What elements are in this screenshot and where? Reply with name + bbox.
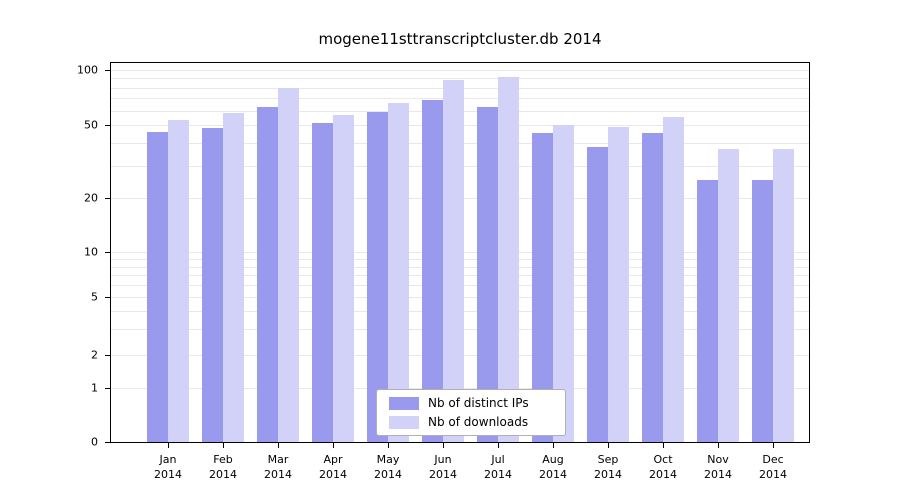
y-tick-label-1: 1 — [91, 381, 98, 395]
x-tick-label-feb: Feb 2014 — [209, 453, 237, 481]
y-tick-label-100: 100 — [77, 63, 98, 77]
y-tick-label-20: 20 — [84, 191, 98, 205]
plot-area — [110, 62, 810, 443]
x-tick-label-apr: Apr 2014 — [319, 453, 347, 481]
bar-downloads-may — [388, 103, 409, 442]
x-axis: Jan 2014 Feb 2014 Mar 2014 Apr 2014 May 2014 Jun 20… — [110, 443, 810, 493]
bar-downloads-mar — [278, 87, 299, 442]
y-tick-mark — [105, 252, 111, 253]
x-tick-label-jul: Jul 2014 — [484, 453, 512, 481]
y-tick-mark — [105, 297, 111, 298]
bar-downloads-nov — [718, 149, 739, 442]
x-tick-mark — [608, 443, 609, 448]
legend-label-downloads: Nb of downloads — [428, 415, 529, 429]
x-tick-label-sep: Sep 2014 — [594, 453, 622, 481]
bar-distinct-ips-jan — [147, 131, 168, 442]
bar-distinct-ips-mar — [257, 106, 278, 442]
y-tick-label-2: 2 — [91, 348, 98, 362]
bar-downloads-jul — [498, 76, 519, 442]
bar-downloads-jan — [168, 120, 189, 442]
legend-swatch-distinct-ips — [389, 396, 419, 410]
bar-distinct-ips-aug — [532, 133, 553, 442]
bar-downloads-jun — [443, 80, 464, 442]
bar-distinct-ips-jul — [477, 106, 498, 442]
bar-downloads-dec — [773, 149, 794, 442]
x-tick-label-jan: Jan 2014 — [154, 453, 182, 481]
bar-downloads-sep — [608, 126, 629, 442]
y-tick-label-10: 10 — [84, 245, 98, 259]
x-tick-mark — [333, 443, 334, 448]
y-tick-label-50: 50 — [84, 118, 98, 132]
x-tick-mark — [443, 443, 444, 448]
bar-distinct-ips-sep — [587, 146, 608, 442]
x-tick-mark — [388, 443, 389, 448]
bar-distinct-ips-oct — [642, 133, 663, 442]
x-tick-mark — [168, 443, 169, 448]
x-tick-mark — [498, 443, 499, 448]
legend-entry-distinct-ips: Nb of distinct IPs — [389, 396, 553, 410]
y-tick-mark — [105, 442, 111, 443]
y-tick-label-5: 5 — [91, 290, 98, 304]
x-tick-label-may: May 2014 — [374, 453, 402, 481]
x-tick-label-oct: Oct 2014 — [649, 453, 677, 481]
grid-line — [111, 78, 809, 80]
y-axis: 0 1 2 5 10 20 50 100 — [0, 63, 111, 449]
x-tick-mark — [223, 443, 224, 448]
x-tick-mark — [663, 443, 664, 448]
bar-downloads-feb — [223, 113, 244, 442]
y-tick-mark — [105, 198, 111, 199]
bar-distinct-ips-apr — [312, 123, 333, 442]
x-tick-mark — [773, 443, 774, 448]
bar-distinct-ips-nov — [697, 180, 718, 442]
x-tick-mark — [718, 443, 719, 448]
legend-entry-downloads: Nb of downloads — [389, 415, 553, 429]
bar-distinct-ips-may — [367, 111, 388, 442]
legend: Nb of distinct IPs Nb of downloads — [376, 389, 566, 436]
x-tick-label-jun: Jun 2014 — [429, 453, 457, 481]
bar-distinct-ips-jun — [422, 99, 443, 442]
chart-title: mogene11sttranscriptcluster.db 2014 — [318, 30, 602, 48]
y-tick-mark — [105, 70, 111, 71]
bar-downloads-aug — [553, 125, 574, 442]
x-tick-label-mar: Mar 2014 — [264, 453, 292, 481]
x-tick-mark — [278, 443, 279, 448]
grid-line — [111, 70, 809, 71]
bar-downloads-oct — [663, 117, 684, 442]
y-tick-label-0: 0 — [91, 435, 98, 449]
bar-downloads-apr — [333, 114, 354, 442]
y-tick-mark — [105, 125, 111, 126]
x-tick-label-dec: Dec 2014 — [759, 453, 787, 481]
x-tick-mark — [553, 443, 554, 448]
y-tick-mark — [105, 355, 111, 356]
legend-swatch-downloads — [389, 415, 419, 429]
x-tick-label-nov: Nov 2014 — [704, 453, 732, 481]
bar-distinct-ips-feb — [202, 128, 223, 442]
bar-distinct-ips-dec — [752, 180, 773, 442]
x-tick-label-aug: Aug 2014 — [539, 453, 567, 481]
y-tick-mark — [105, 388, 111, 389]
legend-label-distinct-ips: Nb of distinct IPs — [428, 396, 529, 410]
